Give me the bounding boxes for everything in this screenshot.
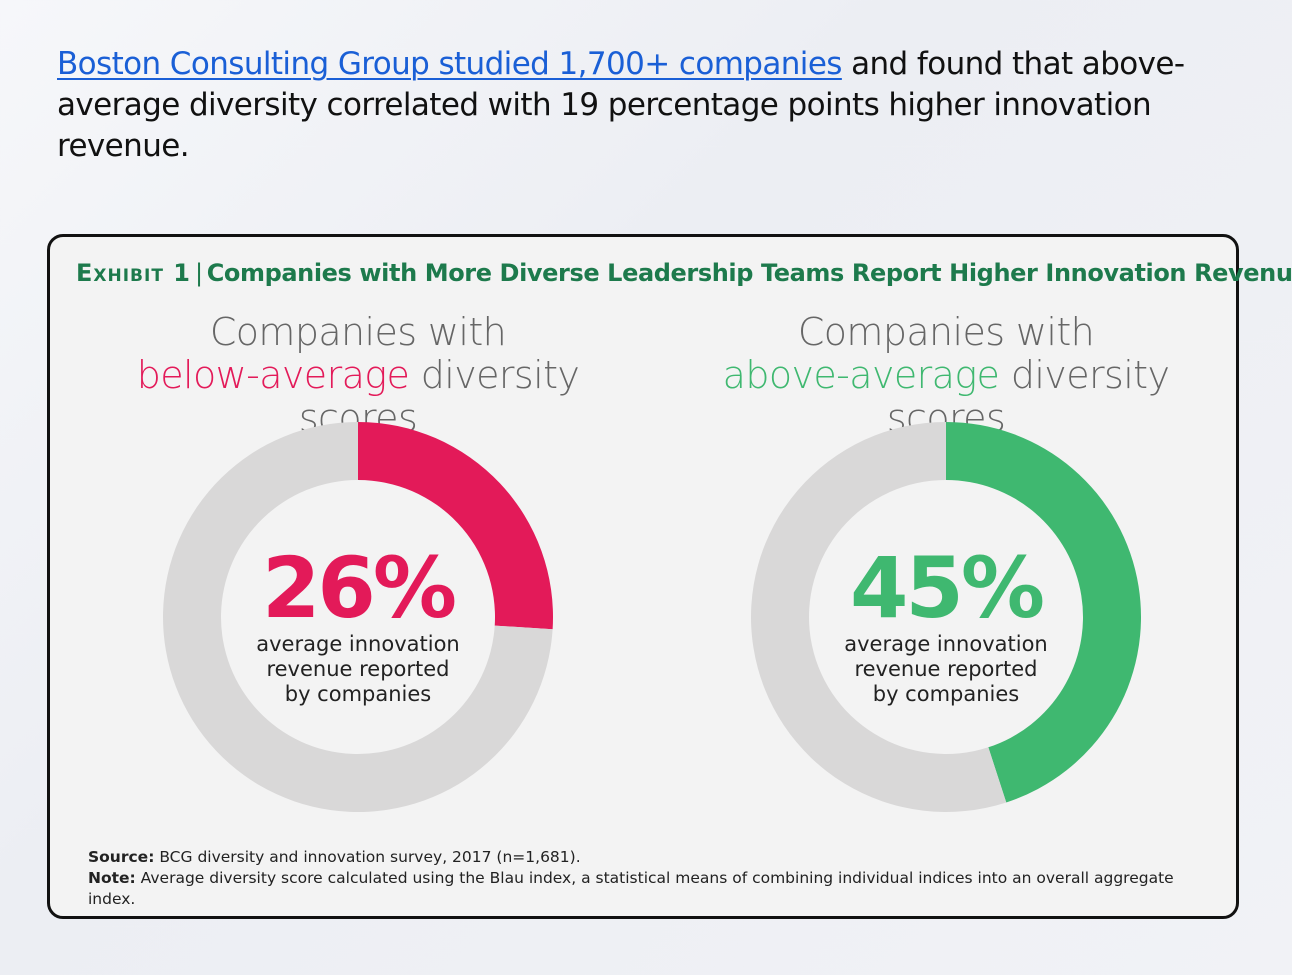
exhibit-heading: Exhibit 1 | Companies with More Diverse Le… xyxy=(76,259,1292,287)
desc-line: average innovation xyxy=(844,632,1048,656)
above-average-value-label: 45% xyxy=(849,539,1045,637)
method-note: Note: Average diversity score calculated… xyxy=(88,868,1178,910)
desc-line: by companies xyxy=(284,682,432,706)
note-label: Note: xyxy=(88,869,136,887)
chart-notes: Source: BCG diversity and innovation sur… xyxy=(88,847,1178,910)
bcg-study-link[interactable]: Boston Consulting Group studied 1,700+ c… xyxy=(57,46,842,82)
desc-line: by companies xyxy=(872,682,1020,706)
above-average-description: average innovation revenue reported by c… xyxy=(796,632,1096,707)
desc-line: revenue reported xyxy=(854,657,1038,681)
note-text: Average diversity score calculated using… xyxy=(88,869,1174,908)
exhibit-card: Exhibit 1 | Companies with More Diverse Le… xyxy=(47,234,1292,919)
below-average-value-label: 26% xyxy=(261,539,457,637)
right-title-line1: Companies with xyxy=(797,310,1095,354)
exhibit-title: Companies with More Diverse Leadership T… xyxy=(206,259,1292,287)
above-average-slice-value xyxy=(946,422,1141,803)
desc-line: revenue reported xyxy=(266,657,450,681)
intro-paragraph: Boston Consulting Group studied 1,700+ c… xyxy=(57,44,1217,167)
below-average-slice-value xyxy=(358,422,553,630)
above-average-slice-remainder xyxy=(751,422,1007,812)
below-average-donut-chart xyxy=(163,422,553,812)
left-panel-title: Companies with below-average diversity s… xyxy=(78,311,638,440)
source-text: BCG diversity and innovation survey, 201… xyxy=(154,848,581,866)
intro-text: and found that above-average diversity c… xyxy=(57,46,1185,164)
right-title-highlight: above-average xyxy=(722,353,1000,397)
left-title-highlight: below-average xyxy=(136,353,410,397)
below-average-slice-remainder xyxy=(163,422,553,812)
left-title-line1: Companies with xyxy=(209,310,507,354)
exhibit-label: Exhibit 1 xyxy=(76,259,191,287)
source-note: Source: BCG diversity and innovation sur… xyxy=(88,847,1178,868)
above-average-donut-chart xyxy=(751,422,1141,812)
exhibit-separator: | xyxy=(195,259,203,287)
below-average-description: average innovation revenue reported by c… xyxy=(208,632,508,707)
desc-line: average innovation xyxy=(256,632,460,656)
source-label: Source: xyxy=(88,848,155,866)
right-panel-title: Companies with above-average diversity s… xyxy=(666,311,1226,440)
